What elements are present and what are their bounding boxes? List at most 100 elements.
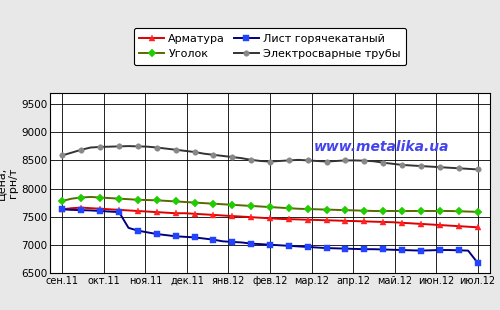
Электросварные трубы (304, 159, 310, 162)
Арматура (116, 208, 122, 212)
Электросварные трубы (446, 166, 452, 170)
Арматура (399, 221, 405, 225)
Арматура (314, 218, 320, 222)
Арматура (456, 224, 462, 228)
Уголок (163, 199, 169, 203)
Лист горячекатаный (106, 210, 112, 213)
Арматура (380, 220, 386, 224)
Лист горячекатаный (342, 247, 348, 250)
Лист горячекатаный (154, 232, 160, 236)
Уголок (324, 208, 330, 211)
Уголок (69, 197, 75, 201)
Электросварные трубы (342, 159, 348, 162)
Арматура (182, 211, 188, 215)
Электросварные трубы (144, 145, 150, 148)
Арматура (418, 222, 424, 226)
Уголок (380, 209, 386, 213)
Арматура (267, 216, 273, 220)
Арматура (126, 209, 132, 212)
Электросварные трубы (408, 164, 414, 167)
Лист горячекатаный (352, 247, 358, 251)
Арматура (106, 207, 112, 211)
Электросварные трубы (286, 159, 292, 162)
Уголок (126, 197, 132, 201)
Уголок (296, 207, 302, 210)
Электросварные трубы (210, 153, 216, 157)
Уголок (371, 209, 377, 213)
Text: www.metalika.ua: www.metalika.ua (314, 140, 450, 153)
Лист горячекатаный (248, 242, 254, 246)
Электросварные трубы (154, 146, 160, 149)
Электросварные трубы (437, 165, 443, 169)
Арматура (78, 206, 84, 210)
Лист горячекатаный (60, 207, 66, 211)
Лист горячекатаный (437, 248, 443, 252)
Лист горячекатаный (362, 247, 368, 251)
Арматура (248, 215, 254, 219)
Лист горячекатаный (446, 248, 452, 252)
Лист горячекатаный (172, 234, 178, 238)
Арматура (210, 213, 216, 217)
Уголок (437, 209, 443, 213)
Электросварные трубы (88, 146, 94, 149)
Лист горячекатаный (201, 237, 207, 240)
Лист горячекатаный (314, 246, 320, 249)
Электросварные трубы (390, 162, 396, 166)
Электросварные трубы (192, 150, 198, 154)
Лист горячекатаный (418, 249, 424, 252)
Уголок (192, 201, 198, 204)
Электросварные трубы (399, 163, 405, 167)
Уголок (220, 202, 226, 206)
Legend: Арматура, Уголок, Лист горячекатаный, Электросварные трубы: Арматура, Уголок, Лист горячекатаный, Эл… (134, 28, 406, 65)
Электросварные трубы (126, 144, 132, 148)
Лист горячекатаный (135, 229, 141, 232)
Лист горячекатаный (69, 208, 75, 212)
Электросварные трубы (362, 159, 368, 162)
Арматура (362, 219, 368, 223)
Электросварные трубы (314, 159, 320, 163)
Лист горячекатаный (210, 238, 216, 241)
Лист горячекатаный (408, 249, 414, 252)
Уголок (428, 209, 434, 213)
Лист горячекатаный (428, 249, 434, 252)
Арматура (258, 216, 264, 219)
Электросварные трубы (201, 152, 207, 156)
Арматура (324, 219, 330, 222)
Лист горячекатаный (390, 248, 396, 252)
Лист горячекатаный (304, 245, 310, 249)
Арматура (144, 210, 150, 213)
Электросварные трубы (220, 154, 226, 158)
Электросварные трубы (267, 160, 273, 163)
Электросварные трубы (60, 153, 66, 157)
Электросварные трубы (371, 159, 377, 163)
Уголок (182, 200, 188, 204)
Лист горячекатаный (324, 246, 330, 250)
Лист горячекатаный (230, 240, 235, 244)
Лист горячекатаный (126, 226, 132, 230)
Арматура (474, 225, 480, 229)
Электросварные трубы (69, 151, 75, 154)
Арматура (408, 222, 414, 225)
Электросварные трубы (163, 147, 169, 150)
Уголок (474, 210, 480, 214)
Электросварные трубы (456, 166, 462, 170)
Арматура (97, 207, 103, 210)
Лист горячекатаный (276, 243, 282, 247)
Уголок (97, 196, 103, 199)
Арматура (371, 220, 377, 224)
Арматура (154, 210, 160, 214)
Уголок (201, 201, 207, 205)
Лист горячекатаный (286, 244, 292, 248)
Уголок (286, 206, 292, 210)
Лист горячекатаный (220, 239, 226, 243)
Уголок (258, 205, 264, 208)
Арматура (296, 218, 302, 221)
Электросварные трубы (352, 159, 358, 162)
Электросварные трубы (380, 161, 386, 165)
Уголок (465, 210, 471, 213)
Арматура (201, 213, 207, 216)
Лист горячекатаный (267, 243, 273, 246)
Уголок (210, 202, 216, 206)
Электросварные трубы (428, 165, 434, 168)
Уголок (172, 200, 178, 203)
